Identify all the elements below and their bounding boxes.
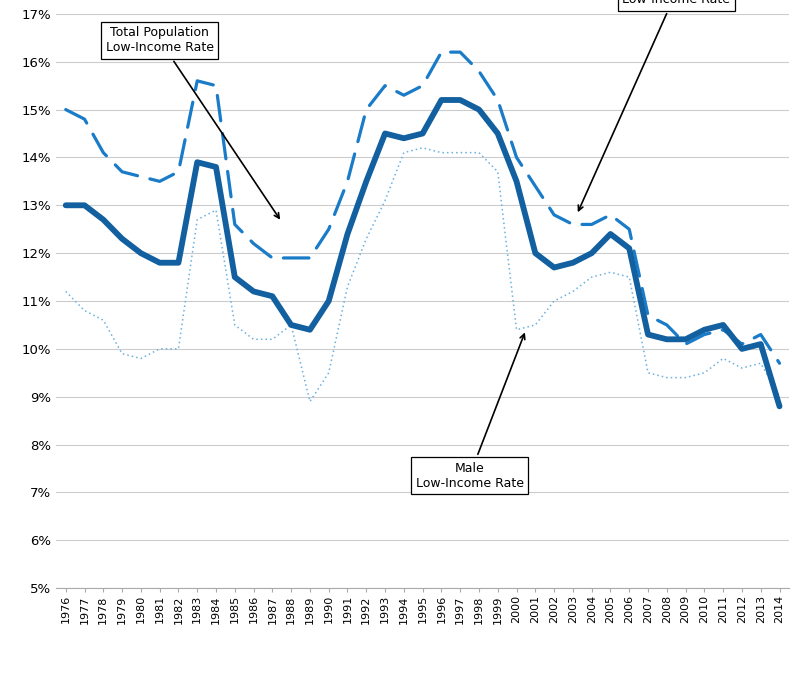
Text: Total Population
Low-Income Rate: Total Population Low-Income Rate (105, 26, 279, 218)
Text: Male
Low-Income Rate: Male Low-Income Rate (415, 334, 525, 490)
Text: Female
Low-Income Rate: Female Low-Income Rate (578, 0, 730, 210)
